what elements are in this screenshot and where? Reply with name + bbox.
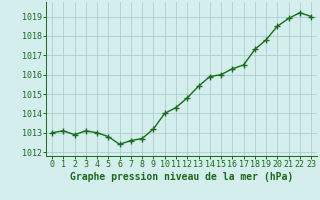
X-axis label: Graphe pression niveau de la mer (hPa): Graphe pression niveau de la mer (hPa) [70,172,293,182]
